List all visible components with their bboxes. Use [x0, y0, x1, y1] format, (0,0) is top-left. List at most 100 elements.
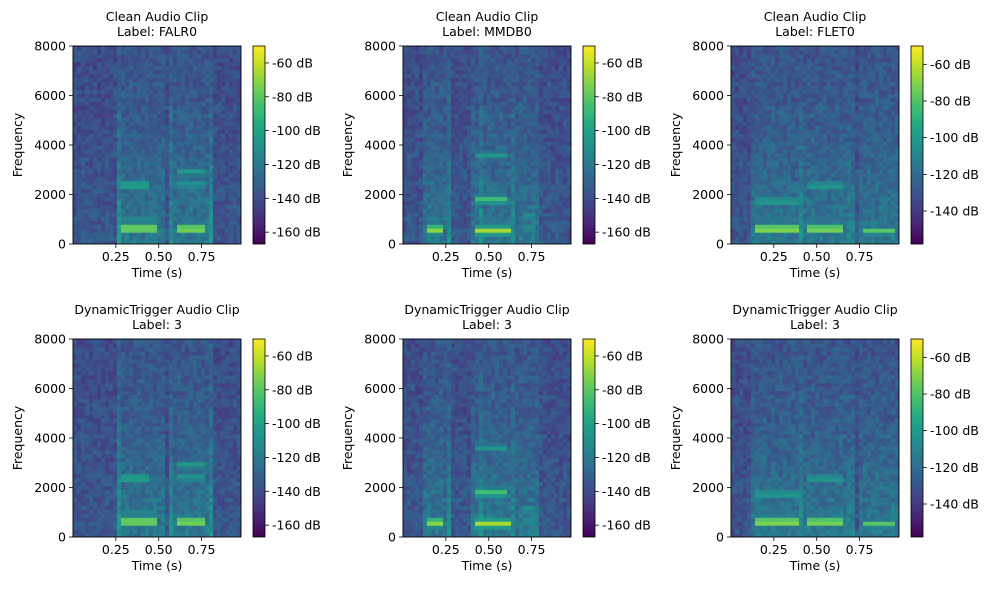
colorbar-tick-label: -120 dB	[602, 157, 651, 172]
colorbar-tick-label: -80 dB	[272, 89, 313, 104]
y-axis-label: Frequency	[668, 405, 683, 470]
colorbar-tick-label: -140 dB	[602, 484, 651, 499]
y-tick-label: 4000	[364, 431, 396, 446]
x-tick-label: 0.50	[145, 249, 173, 264]
colorbar-tick-label: -100 dB	[930, 130, 979, 145]
colorbar-tick-label: -100 dB	[272, 416, 321, 431]
y-tick-label: 4000	[34, 138, 66, 153]
x-tick-label: 0.25	[102, 249, 130, 264]
colorbar-tick-label: -60 dB	[272, 55, 313, 70]
chart-subtitle: Label: 3	[132, 317, 182, 332]
x-tick-label: 0.25	[760, 249, 788, 264]
colorbar-tick-label: -80 dB	[602, 382, 643, 397]
y-tick-label: 6000	[34, 88, 66, 103]
x-tick-label: 0.25	[760, 542, 788, 557]
x-axis-label: Time (s)	[131, 265, 183, 280]
colorbar	[910, 45, 924, 245]
y-tick-label: 2000	[364, 480, 396, 495]
y-tick-label: 4000	[692, 431, 724, 446]
colorbar-tick-label: -140 dB	[602, 191, 651, 206]
y-tick-label: 0	[58, 237, 66, 252]
x-tick-label: 0.75	[188, 249, 216, 264]
x-axis-label: Time (s)	[789, 558, 841, 573]
x-tick-label: 0.75	[518, 249, 546, 264]
colorbar-tick-label: -160 dB	[272, 225, 321, 240]
colorbar-tick-label: -80 dB	[930, 94, 971, 109]
x-tick-label: 0.75	[846, 542, 874, 557]
x-axis-label: Time (s)	[789, 265, 841, 280]
y-axis-label: Frequency	[340, 112, 355, 177]
x-axis-label: Time (s)	[461, 558, 513, 573]
colorbar-tick-label: -160 dB	[602, 225, 651, 240]
y-tick-label: 4000	[34, 431, 66, 446]
x-tick-label: 0.75	[846, 249, 874, 264]
x-tick-label: 0.50	[475, 249, 503, 264]
spectrogram-image	[73, 46, 241, 244]
y-tick-label: 0	[716, 530, 724, 545]
chart-title: DynamicTrigger Audio Clip	[732, 302, 897, 317]
colorbar	[252, 338, 266, 538]
y-tick-label: 6000	[692, 381, 724, 396]
y-tick-label: 6000	[364, 381, 396, 396]
colorbar-tick-label: -60 dB	[272, 348, 313, 363]
spectrogram-image	[731, 46, 899, 244]
y-tick-label: 2000	[34, 187, 66, 202]
y-tick-label: 8000	[364, 332, 396, 347]
chart-subtitle: Label: FALR0	[117, 24, 197, 39]
x-axis-label: Time (s)	[461, 265, 513, 280]
y-tick-label: 8000	[692, 39, 724, 54]
chart-title: Clean Audio Clip	[436, 9, 539, 24]
y-tick-label: 2000	[34, 480, 66, 495]
y-axis-label: Frequency	[668, 112, 683, 177]
y-axis-label: Frequency	[10, 405, 25, 470]
colorbar-tick-label: -80 dB	[272, 382, 313, 397]
y-tick-label: 2000	[692, 187, 724, 202]
colorbar-tick-label: -120 dB	[930, 167, 979, 182]
colorbar-tick-label: -140 dB	[272, 484, 321, 499]
y-tick-label: 8000	[692, 332, 724, 347]
colorbar-tick-label: -100 dB	[930, 423, 979, 438]
x-tick-label: 0.25	[102, 542, 130, 557]
colorbar-tick-label: -60 dB	[602, 348, 643, 363]
y-tick-label: 4000	[364, 138, 396, 153]
colorbar	[910, 338, 924, 538]
chart-title: DynamicTrigger Audio Clip	[404, 302, 569, 317]
chart-subtitle: Label: 3	[790, 317, 840, 332]
colorbar-tick-label: -140 dB	[930, 204, 979, 219]
x-tick-label: 0.50	[803, 249, 831, 264]
y-tick-label: 0	[716, 237, 724, 252]
y-axis-label: Frequency	[340, 405, 355, 470]
y-tick-label: 2000	[692, 480, 724, 495]
colorbar-tick-label: -120 dB	[272, 450, 321, 465]
chart-subtitle: Label: 3	[462, 317, 512, 332]
colorbar-tick-label: -100 dB	[602, 416, 651, 431]
y-tick-label: 6000	[34, 381, 66, 396]
colorbar-tick-label: -60 dB	[930, 57, 971, 72]
colorbar-tick-label: -120 dB	[602, 450, 651, 465]
spectrogram-image	[731, 339, 899, 537]
y-tick-label: 8000	[364, 39, 396, 54]
x-tick-label: 0.50	[145, 542, 173, 557]
colorbar-tick-label: -120 dB	[272, 157, 321, 172]
chart-title: Clean Audio Clip	[764, 9, 867, 24]
y-tick-label: 0	[388, 530, 396, 545]
y-tick-label: 0	[58, 530, 66, 545]
colorbar-tick-label: -140 dB	[272, 191, 321, 206]
colorbar-tick-label: -160 dB	[272, 518, 321, 533]
y-tick-label: 8000	[34, 39, 66, 54]
colorbar-tick-label: -120 dB	[930, 460, 979, 475]
colorbar-tick-label: -100 dB	[272, 123, 321, 138]
chart-subtitle: Label: FLET0	[775, 24, 855, 39]
spectrogram-image	[403, 339, 571, 537]
chart-title: Clean Audio Clip	[106, 9, 209, 24]
x-axis-label: Time (s)	[131, 558, 183, 573]
x-tick-label: 0.25	[432, 542, 460, 557]
colorbar-tick-label: -160 dB	[602, 518, 651, 533]
colorbar-tick-label: -60 dB	[602, 55, 643, 70]
